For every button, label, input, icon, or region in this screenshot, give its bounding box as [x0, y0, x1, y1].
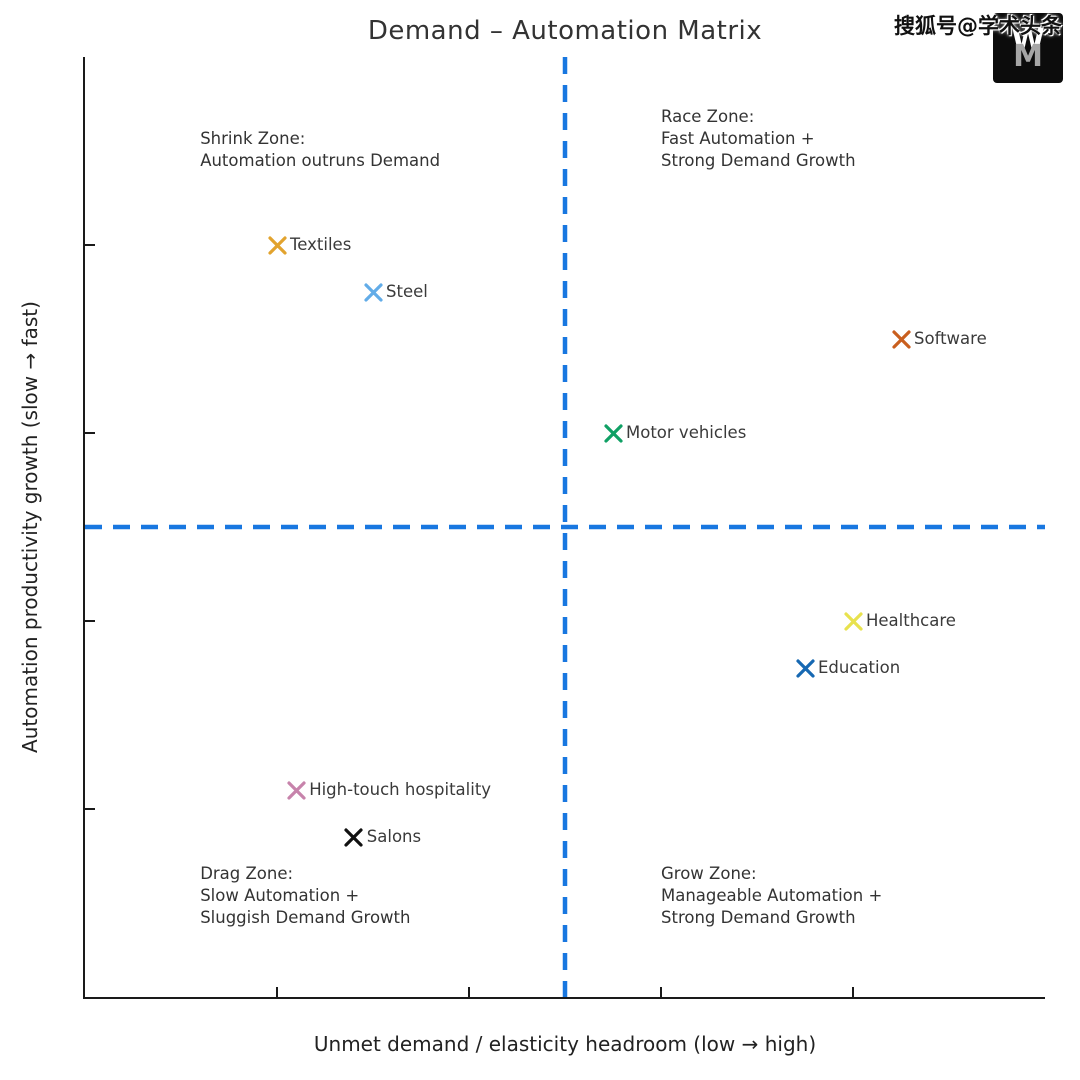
y-tick — [85, 244, 95, 246]
x-marker-icon — [843, 611, 863, 631]
x-marker-icon — [363, 282, 383, 302]
quadrant-label-race: Race Zone: Fast Automation + Strong Dema… — [661, 106, 856, 170]
x-marker-icon — [795, 658, 815, 678]
y-axis-spine — [83, 57, 85, 999]
point-label: Textiles — [290, 235, 352, 254]
quadrant-label-drag: Drag Zone: Slow Automation + Sluggish De… — [200, 863, 411, 927]
quadrant-label-shrink: Shrink Zone: Automation outruns Demand — [200, 129, 441, 171]
chart-title: Demand – Automation Matrix — [367, 16, 763, 46]
logo-letter-w: W — [1011, 22, 1045, 58]
x-axis-label: Unmet demand / elasticity headroom (low … — [313, 1032, 817, 1056]
quadrant-divider-lines — [85, 57, 1045, 997]
x-axis-spine — [83, 997, 1045, 999]
plot-area: Shrink Zone: Automation outruns Demand Ra… — [83, 57, 1045, 999]
quadrant-label-grow: Grow Zone: Manageable Automation + Stron… — [661, 863, 883, 927]
x-tick — [468, 987, 470, 997]
point-label: High-touch hospitality — [309, 780, 492, 800]
logo-letter-m: M — [1013, 38, 1043, 74]
y-axis-label: Automation productivity growth (slow → f… — [18, 301, 42, 753]
point-label: Healthcare — [866, 611, 956, 630]
x-tick — [660, 987, 662, 997]
watermark-logo: W M — [993, 13, 1063, 83]
point-label: Salons — [366, 827, 422, 847]
x-marker-icon — [287, 781, 306, 800]
point-label: Education — [818, 658, 901, 677]
y-tick — [85, 808, 95, 810]
watermark-text: 搜狐号@学术头条 — [894, 14, 1062, 38]
x-marker-icon — [891, 329, 911, 349]
y-tick — [85, 620, 95, 622]
x-tick — [852, 987, 854, 997]
point-label: Steel — [386, 282, 428, 301]
x-tick — [276, 987, 278, 997]
point-label: Motor vehicles — [626, 423, 747, 442]
point-label: Software — [914, 329, 987, 348]
x-marker-icon — [267, 235, 287, 255]
x-marker-icon — [603, 423, 623, 443]
x-marker-icon — [344, 828, 363, 847]
y-tick — [85, 432, 95, 434]
